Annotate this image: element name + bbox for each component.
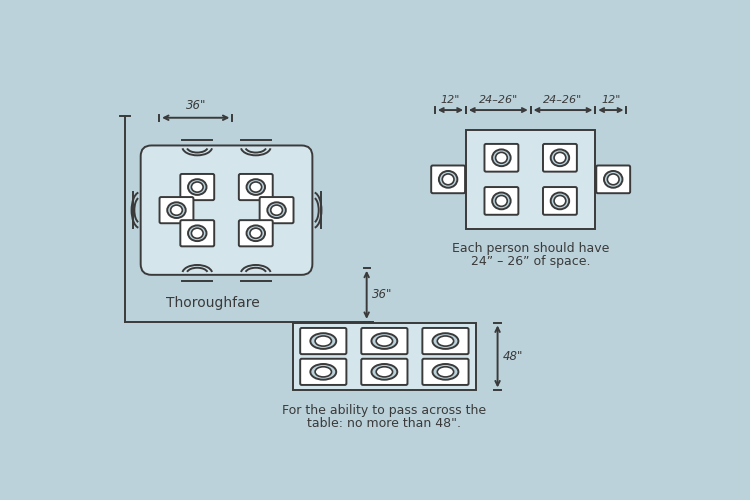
Text: Thoroughfare: Thoroughfare bbox=[166, 296, 260, 310]
Ellipse shape bbox=[550, 192, 569, 210]
FancyBboxPatch shape bbox=[422, 328, 469, 354]
Ellipse shape bbox=[437, 336, 454, 346]
Ellipse shape bbox=[550, 150, 569, 166]
Ellipse shape bbox=[371, 364, 398, 380]
Ellipse shape bbox=[437, 367, 454, 377]
Ellipse shape bbox=[247, 226, 265, 241]
FancyBboxPatch shape bbox=[141, 146, 313, 275]
Ellipse shape bbox=[376, 336, 392, 346]
Ellipse shape bbox=[250, 182, 262, 192]
Text: 24” – 26” of space.: 24” – 26” of space. bbox=[471, 255, 590, 268]
Ellipse shape bbox=[315, 336, 332, 346]
Ellipse shape bbox=[310, 364, 336, 380]
FancyBboxPatch shape bbox=[596, 166, 630, 193]
Ellipse shape bbox=[188, 226, 206, 241]
FancyBboxPatch shape bbox=[543, 187, 577, 215]
FancyBboxPatch shape bbox=[300, 328, 346, 354]
FancyBboxPatch shape bbox=[484, 187, 518, 215]
FancyBboxPatch shape bbox=[362, 359, 407, 385]
Text: 36": 36" bbox=[372, 288, 392, 302]
Text: For the ability to pass across the: For the ability to pass across the bbox=[282, 404, 487, 417]
Text: 48": 48" bbox=[503, 350, 524, 363]
FancyBboxPatch shape bbox=[160, 197, 194, 223]
FancyBboxPatch shape bbox=[180, 220, 214, 246]
Ellipse shape bbox=[492, 192, 511, 210]
Text: 24–26": 24–26" bbox=[478, 94, 518, 104]
Ellipse shape bbox=[167, 202, 186, 218]
Ellipse shape bbox=[315, 367, 332, 377]
Ellipse shape bbox=[554, 196, 566, 206]
Ellipse shape bbox=[492, 150, 511, 166]
FancyBboxPatch shape bbox=[543, 144, 577, 172]
FancyBboxPatch shape bbox=[300, 359, 346, 385]
FancyBboxPatch shape bbox=[180, 174, 214, 200]
Ellipse shape bbox=[188, 179, 206, 195]
Ellipse shape bbox=[371, 333, 398, 349]
Bar bbox=[292, 322, 476, 390]
Text: 36": 36" bbox=[185, 100, 206, 112]
Ellipse shape bbox=[554, 152, 566, 163]
Text: table: no more than 48".: table: no more than 48". bbox=[308, 416, 461, 430]
Ellipse shape bbox=[267, 202, 286, 218]
Ellipse shape bbox=[191, 228, 203, 238]
Ellipse shape bbox=[439, 171, 458, 188]
Text: 24–26": 24–26" bbox=[544, 94, 583, 104]
Ellipse shape bbox=[604, 171, 622, 188]
Text: 12": 12" bbox=[441, 94, 460, 104]
Text: Each person should have: Each person should have bbox=[452, 242, 609, 256]
FancyBboxPatch shape bbox=[238, 220, 273, 246]
Ellipse shape bbox=[608, 174, 619, 185]
Ellipse shape bbox=[376, 367, 392, 377]
FancyBboxPatch shape bbox=[484, 144, 518, 172]
Ellipse shape bbox=[310, 333, 336, 349]
Ellipse shape bbox=[271, 205, 283, 215]
Ellipse shape bbox=[433, 333, 458, 349]
FancyBboxPatch shape bbox=[238, 174, 273, 200]
Ellipse shape bbox=[247, 179, 265, 195]
FancyBboxPatch shape bbox=[260, 197, 293, 223]
FancyBboxPatch shape bbox=[431, 166, 465, 193]
Ellipse shape bbox=[496, 196, 507, 206]
Ellipse shape bbox=[433, 364, 458, 380]
FancyBboxPatch shape bbox=[422, 359, 469, 385]
Ellipse shape bbox=[250, 228, 262, 238]
Text: 12": 12" bbox=[602, 94, 620, 104]
Ellipse shape bbox=[496, 152, 507, 163]
Ellipse shape bbox=[191, 182, 203, 192]
FancyBboxPatch shape bbox=[362, 328, 407, 354]
Ellipse shape bbox=[170, 205, 182, 215]
Ellipse shape bbox=[442, 174, 454, 185]
Bar bbox=[466, 130, 596, 228]
